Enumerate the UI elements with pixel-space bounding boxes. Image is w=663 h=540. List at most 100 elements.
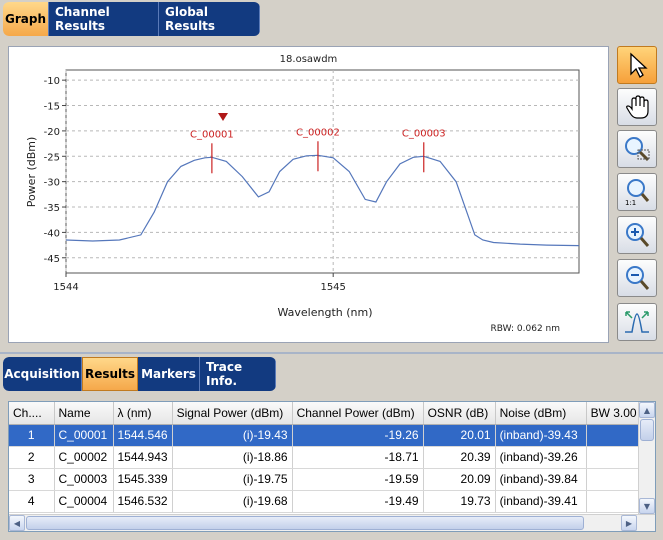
cell-wavelength: 1545.339 <box>113 468 173 491</box>
cell-noise: (inband)-39.43 <box>495 424 587 447</box>
cell-osnr: 20.09 <box>423 468 496 491</box>
channel-marker-label: C_00002 <box>296 127 340 138</box>
pointer-tool-button[interactable] <box>617 46 657 84</box>
table-row[interactable]: 1 C_00001 1544.546 (i)-19.43 -19.26 20.0… <box>9 424 642 447</box>
vertical-scrollbar[interactable]: ▲ ▼ <box>638 402 655 514</box>
cell-noise: (inband)-39.84 <box>495 468 587 491</box>
table-row[interactable]: 2 C_00002 1544.943 (i)-18.86 -18.71 20.3… <box>9 446 642 469</box>
y-axis-label: Power (dBm) <box>25 137 38 208</box>
cell-bw <box>586 468 642 491</box>
peak-indicator-triangle <box>218 113 228 121</box>
channel-marker-label: C_00001 <box>190 129 234 140</box>
cell-name: C_00001 <box>54 424 114 447</box>
scroll-up-icon[interactable]: ▲ <box>639 402 655 418</box>
tab-markers[interactable]: Markers <box>138 357 200 391</box>
zoom-out-icon <box>626 266 650 290</box>
cell-signal-power: (i)-19.43 <box>172 424 293 447</box>
zoom-1to1-button[interactable]: 1:1 <box>617 173 657 211</box>
cell-channel: 2 <box>9 446 55 469</box>
cell-channel-power: -19.59 <box>292 468 424 491</box>
hand-pan-icon <box>626 95 649 119</box>
y-tick-label: -20 <box>44 127 60 138</box>
cell-osnr: 20.01 <box>423 424 496 447</box>
y-tick-label: -35 <box>44 203 60 214</box>
horizontal-scroll-thumb[interactable] <box>26 516 584 530</box>
cell-signal-power: (i)-19.75 <box>172 468 293 491</box>
column-header-signal-power[interactable]: Signal Power (dBm) <box>172 402 293 425</box>
channel-marker-label: C_00003 <box>402 128 446 139</box>
spectrum-chart[interactable]: -10 -15 -20 -25 -30 -35 -40 -45 1544 1545 C_0000… <box>9 47 608 342</box>
zoom-1to1-icon: 1:1 <box>625 179 650 206</box>
x-tick-label: 1545 <box>320 282 345 293</box>
cell-channel: 3 <box>9 468 55 491</box>
cell-bw <box>586 490 642 513</box>
rbw-label: RBW: 0.062 nm <box>490 324 560 334</box>
cell-channel-power: -19.49 <box>292 490 424 513</box>
cell-bw <box>586 424 642 447</box>
plot-area <box>65 69 580 274</box>
cell-osnr: 20.39 <box>423 446 496 469</box>
table-header-row: Ch.... Name λ (nm) Signal Power (dBm) Ch… <box>9 402 642 425</box>
scroll-down-icon[interactable]: ▼ <box>639 498 655 514</box>
cell-name: C_00004 <box>54 490 114 513</box>
fit-peak-button[interactable] <box>617 303 657 341</box>
zoom-in-button[interactable] <box>617 216 657 254</box>
zoom-area-icon <box>625 137 650 162</box>
cell-noise: (inband)-39.41 <box>495 490 587 513</box>
graph-title: 18.osawdm <box>279 54 338 65</box>
tab-results[interactable]: Results <box>82 357 138 391</box>
scroll-right-icon[interactable]: ▶ <box>621 515 637 531</box>
column-header-osnr[interactable]: OSNR (dB) <box>423 402 496 425</box>
pan-tool-button[interactable] <box>617 88 657 126</box>
cell-wavelength: 1544.546 <box>113 424 173 447</box>
cell-channel: 4 <box>9 490 55 513</box>
column-header-bw[interactable]: BW 3.00 <box>586 402 642 425</box>
cell-name: C_00003 <box>54 468 114 491</box>
svg-text:1:1: 1:1 <box>625 199 636 206</box>
tab-global-results[interactable]: Global Results <box>159 2 260 36</box>
y-tick-label: -30 <box>44 178 60 189</box>
y-tick-label: -40 <box>44 228 60 239</box>
cell-osnr: 19.73 <box>423 490 496 513</box>
tab-acquisition[interactable]: Acquisition <box>3 357 82 391</box>
x-tick-label: 1544 <box>53 282 78 293</box>
cell-channel-power: -18.71 <box>292 446 424 469</box>
horizontal-scrollbar[interactable]: ◀ ▶ <box>9 514 655 531</box>
results-table: Ch.... Name λ (nm) Signal Power (dBm) Ch… <box>9 402 642 513</box>
zoom-area-button[interactable] <box>617 130 657 168</box>
tab-trace-info[interactable]: Trace Info. <box>200 357 276 391</box>
cell-bw <box>586 446 642 469</box>
tab-graph[interactable]: Graph <box>3 2 49 36</box>
cell-signal-power: (i)-18.86 <box>172 446 293 469</box>
column-header-name[interactable]: Name <box>54 402 114 425</box>
column-header-noise[interactable]: Noise (dBm) <box>495 402 587 425</box>
y-tick-label: -15 <box>44 102 60 113</box>
cell-channel-power: -19.26 <box>292 424 424 447</box>
vertical-scroll-thumb[interactable] <box>640 419 654 441</box>
table-row[interactable]: 4 C_00004 1546.532 (i)-19.68 -19.49 19.7… <box>9 490 642 513</box>
cell-name: C_00002 <box>54 446 114 469</box>
x-axis-label: Wavelength (nm) <box>277 306 372 319</box>
zoom-out-button[interactable] <box>617 259 657 297</box>
cell-wavelength: 1544.943 <box>113 446 173 469</box>
zoom-in-icon <box>626 223 650 247</box>
y-tick-label: -10 <box>44 76 60 87</box>
tab-channel-results[interactable]: Channel Results <box>49 2 159 36</box>
scroll-left-icon[interactable]: ◀ <box>9 515 25 531</box>
top-tab-bar: Graph Channel Results Global Results <box>3 2 260 36</box>
results-table-container: Ch.... Name λ (nm) Signal Power (dBm) Ch… <box>8 401 656 532</box>
cell-wavelength: 1546.532 <box>113 490 173 513</box>
y-tick-label: -25 <box>44 152 60 163</box>
column-header-channel[interactable]: Ch.... <box>9 402 55 425</box>
column-header-wavelength[interactable]: λ (nm) <box>113 402 173 425</box>
cell-noise: (inband)-39.26 <box>495 446 587 469</box>
cell-channel: 1 <box>9 424 55 447</box>
table-row[interactable]: 3 C_00003 1545.339 (i)-19.75 -19.59 20.0… <box>9 468 642 491</box>
fit-peak-icon <box>625 311 649 333</box>
panel-separator <box>0 352 663 354</box>
cell-signal-power: (i)-19.68 <box>172 490 293 513</box>
column-header-channel-power[interactable]: Channel Power (dBm) <box>292 402 424 425</box>
y-tick-label: -45 <box>44 254 60 265</box>
bottom-tab-bar: Acquisition Results Markers Trace Info. <box>3 357 276 391</box>
graph-panel[interactable]: 18.osawdm -10 -15 -20 -25 -30 -35 -40 -45 1544 1… <box>8 46 609 343</box>
